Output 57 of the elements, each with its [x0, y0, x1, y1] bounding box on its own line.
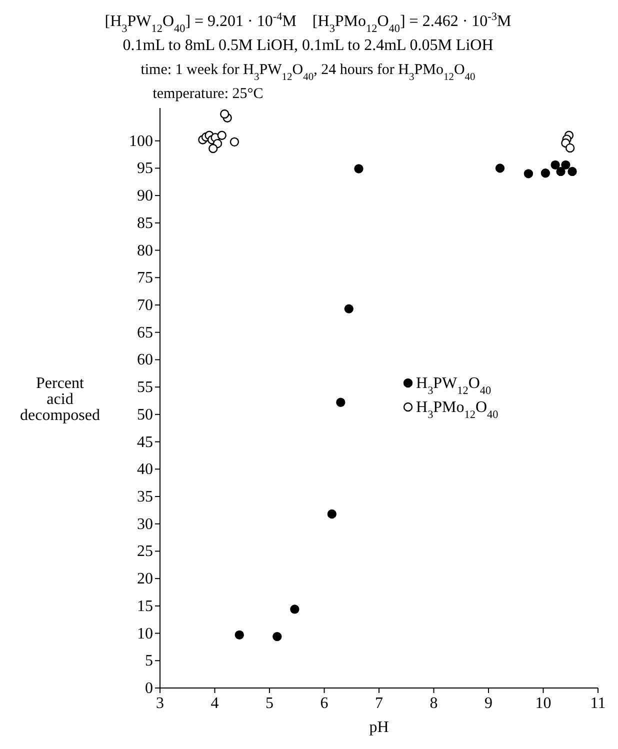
y-tick-label: 5	[145, 652, 153, 670]
point	[550, 160, 560, 170]
x-tick-label: 7	[375, 695, 383, 712]
point	[234, 630, 244, 640]
y-tick-label: 85	[137, 214, 153, 232]
y-tick-label: 60	[137, 352, 153, 369]
y-tick-label: 45	[137, 434, 153, 451]
y-tick-label: 95	[137, 160, 153, 178]
x-tick-label: 3	[156, 695, 164, 712]
chart-subtitle: 0.1mL to 8mL 0.5M LiOH, 0.1mL to 2.4mL 0.05M LiOH	[122, 37, 494, 54]
y-tick-label: 50	[137, 406, 153, 424]
x-tick-label: 9	[484, 695, 492, 712]
point	[524, 169, 534, 178]
point	[540, 168, 550, 178]
point	[220, 109, 230, 119]
point	[230, 137, 240, 147]
x-tick-label: 10	[535, 695, 552, 712]
y-tick-label: 90	[137, 188, 153, 205]
y-tick-label: 100	[129, 132, 153, 150]
y-tick-label: 75	[137, 270, 153, 287]
point	[217, 130, 226, 140]
chart-title: [H$_{3}$PW$_{12}$O$_{40}$] = 9.201 · 10$^{-4}$M [H$_{3}$PMo$_{12}$O$_{40}$] = 2.462 · 10$^{-3}$M	[104, 11, 512, 35]
legend-label: H$_{3}$PMo$_{12}$O$_{40}$	[416, 399, 499, 421]
point	[327, 509, 337, 519]
y-tick-label: 25	[137, 543, 153, 560]
y-tick-label: 10	[137, 625, 153, 642]
x-tick-label: 5	[266, 695, 274, 712]
y-tick-label: 15	[137, 598, 153, 615]
point	[354, 164, 364, 174]
x-tick-label: 6	[320, 695, 328, 712]
x-axis-title: pH	[369, 719, 390, 736]
point	[568, 166, 577, 176]
point	[290, 604, 300, 614]
text: time: 1 week for H$_{3}$PW$_{12}$O$_{40}$, 24 hours for H$_{3}$PMo$_{12}$O$_{40}$	[140, 62, 476, 82]
point	[272, 632, 282, 642]
y-axis-title: Percent acid decomposed	[20, 375, 100, 424]
legend-label: H$_{3}$PW$_{12}$O$_{40}$	[416, 375, 492, 397]
point	[556, 166, 566, 176]
text: temperature: 25°C	[152, 86, 264, 102]
point	[495, 164, 505, 173]
x-tick-label: 8	[430, 695, 438, 712]
point	[208, 144, 218, 154]
point	[336, 398, 346, 407]
point	[561, 160, 570, 170]
y-tick-label: 80	[137, 242, 153, 260]
y-tick-label: 0	[145, 680, 153, 697]
x-tick-label: 4	[210, 695, 219, 712]
y-tick-label: 40	[137, 461, 153, 478]
point	[565, 143, 575, 153]
y-tick-label: 55	[137, 379, 153, 396]
x-tick-label: 11	[590, 695, 606, 712]
y-tick-label: 30	[137, 516, 153, 533]
y-tick-label: 20	[137, 570, 153, 588]
point	[344, 304, 354, 314]
y-tick-label: 65	[137, 324, 153, 342]
y-tick-label: 35	[137, 488, 153, 506]
y-tick-label: 70	[137, 296, 153, 314]
